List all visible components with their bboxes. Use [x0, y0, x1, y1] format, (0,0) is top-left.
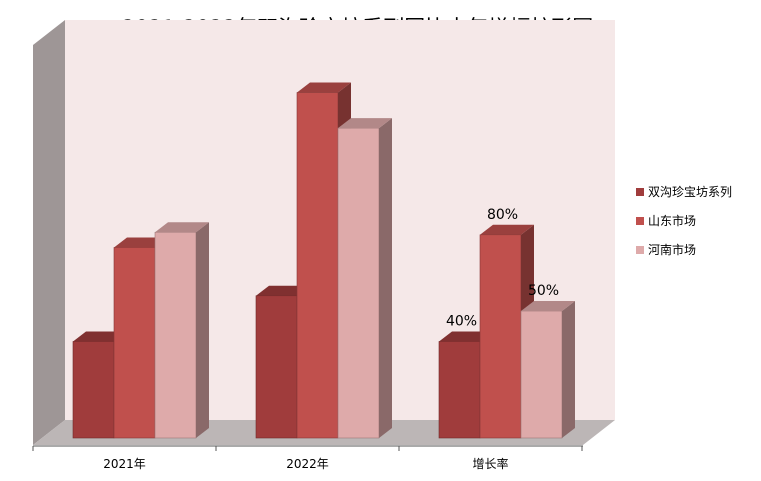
bar-side	[379, 118, 392, 439]
bar-top	[338, 118, 392, 129]
legend-label: 双沟珍宝坊系列	[648, 184, 732, 199]
bar-front	[154, 231, 197, 439]
bar-top	[297, 82, 351, 93]
bar-side	[562, 301, 575, 438]
bar-front	[113, 247, 156, 439]
legend-swatch	[636, 246, 644, 254]
bar-front	[520, 310, 563, 439]
bar	[154, 222, 209, 439]
bar	[520, 301, 575, 439]
bar-top	[155, 222, 209, 233]
data-label: 50%	[528, 283, 559, 299]
bar-front	[438, 341, 481, 439]
legend-label: 河南市场	[648, 242, 696, 257]
legend-label: 山东市场	[648, 213, 696, 228]
data-label: 80%	[487, 207, 518, 223]
bar-side	[196, 222, 209, 438]
data-labels: 40% 80% 50%	[446, 207, 559, 330]
legend-swatch	[636, 188, 644, 196]
side-wall	[33, 20, 65, 445]
bar	[337, 118, 392, 439]
bar-top	[114, 237, 168, 248]
bar-front	[296, 92, 339, 439]
bar-top	[73, 331, 127, 342]
legend-swatch	[636, 217, 644, 225]
bars	[72, 82, 575, 439]
bar-top	[256, 285, 310, 296]
x-tick-label: 增长率	[472, 456, 508, 471]
x-axis: 2021年 2022年 增长率	[32, 446, 583, 471]
bar-top	[439, 331, 493, 342]
bar-front	[72, 341, 115, 439]
x-tick-label: 2021年	[103, 457, 146, 471]
bar-front	[255, 295, 298, 439]
data-label: 40%	[446, 313, 477, 329]
bar-top	[480, 224, 534, 235]
bar-front	[479, 234, 522, 439]
bar-front	[337, 127, 380, 439]
bar-top	[521, 301, 575, 311]
x-tick-label: 2022年	[286, 457, 329, 471]
